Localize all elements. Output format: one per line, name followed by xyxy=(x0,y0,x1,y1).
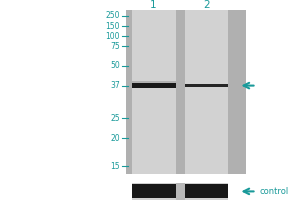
Text: 100: 100 xyxy=(106,32,120,41)
Bar xyxy=(132,10,176,174)
Text: 75: 75 xyxy=(110,42,120,51)
Bar xyxy=(184,183,228,200)
Text: 20: 20 xyxy=(110,134,120,143)
Text: 2: 2 xyxy=(203,0,210,10)
Bar xyxy=(132,183,176,200)
Text: 25: 25 xyxy=(110,114,120,123)
Bar xyxy=(126,10,246,174)
Text: 15: 15 xyxy=(110,162,120,171)
Text: 50: 50 xyxy=(110,61,120,70)
Bar xyxy=(132,81,176,83)
Text: 1: 1 xyxy=(150,0,157,10)
Bar xyxy=(132,183,228,200)
Bar xyxy=(184,10,228,174)
Text: control: control xyxy=(260,187,289,196)
Text: 37: 37 xyxy=(110,81,120,90)
Text: 150: 150 xyxy=(106,22,120,31)
Bar xyxy=(132,184,176,198)
Bar xyxy=(132,83,176,88)
Text: 250: 250 xyxy=(106,11,120,20)
Bar xyxy=(184,184,228,198)
Bar xyxy=(184,84,228,87)
